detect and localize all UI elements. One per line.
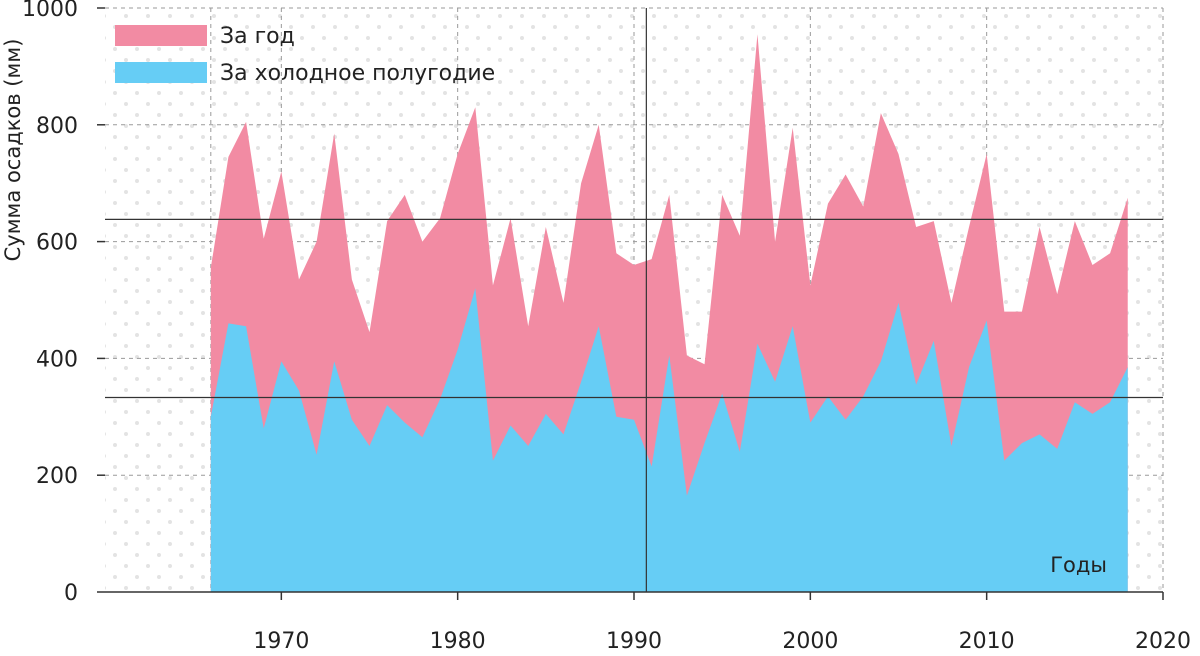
y-tick-label: 800 [36, 114, 78, 139]
legend-swatch-cold [115, 62, 207, 83]
x-tick-label: 1970 [253, 629, 309, 654]
y-tick-label: 600 [36, 231, 78, 256]
x-axis-title: Годы [1050, 553, 1107, 577]
area-cold-half [210, 288, 1128, 592]
x-tick-label: 2020 [1135, 629, 1191, 654]
y-tick-label: 0 [64, 581, 78, 606]
x-tick-label: 1980 [430, 629, 486, 654]
y-axis-title: Сумма осадков (мм) [1, 39, 25, 262]
x-tick-label: 2000 [782, 629, 838, 654]
x-tick-label: 1990 [606, 629, 662, 654]
reference-lines [105, 8, 1163, 592]
x-tick-label: 2010 [959, 629, 1015, 654]
legend: За год За холодное полугодие [115, 24, 495, 86]
tick-labels: 0 200 400 600 800 1000 1970 1980 1990 2000 2010 202… [22, 0, 1191, 654]
y-tick-label: 400 [36, 347, 78, 372]
areas [210, 34, 1128, 592]
y-tick-label: 1000 [22, 0, 78, 22]
legend-label-cold: За холодное полугодие [220, 61, 495, 86]
legend-label-annual: За год [220, 24, 295, 49]
legend-swatch-annual [115, 25, 207, 46]
y-tick-label: 200 [36, 464, 78, 489]
